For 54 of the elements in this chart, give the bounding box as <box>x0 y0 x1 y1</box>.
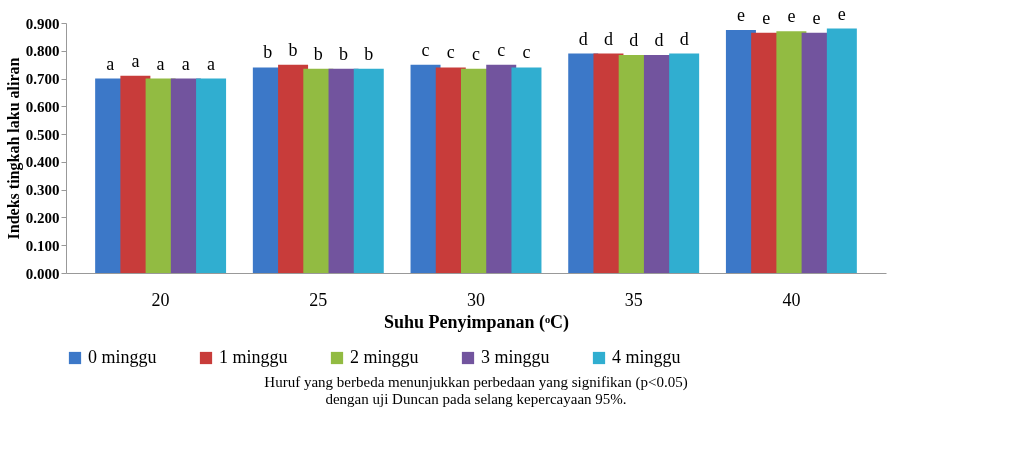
annotation: d <box>654 29 664 50</box>
y-tick-label: 0.300 <box>25 182 60 199</box>
bar <box>669 53 700 273</box>
x-tick-label: 35 <box>624 289 643 310</box>
annotation: e <box>736 4 745 25</box>
bar <box>826 28 857 273</box>
bar <box>353 68 384 273</box>
legend-label: 1 minggu <box>219 347 288 367</box>
annotation: c <box>497 39 506 60</box>
annotation: a <box>106 53 115 74</box>
y-tick-label: 0.100 <box>25 237 60 254</box>
bar <box>511 67 542 273</box>
annotation: e <box>762 7 771 28</box>
y-tick-label: 0.000 <box>25 265 60 282</box>
legend-label: 2 minggu <box>350 347 419 367</box>
annotation: a <box>181 53 190 74</box>
annotation: a <box>131 50 140 71</box>
legend-label: 0 minggu <box>88 347 157 367</box>
annotation: b <box>313 43 323 64</box>
y-tick-label: 0.400 <box>25 154 60 171</box>
y-tick-label: 0.700 <box>25 71 60 88</box>
annotation: c <box>472 43 480 64</box>
annotation: d <box>578 28 588 49</box>
y-tick-label: 0.200 <box>25 209 60 226</box>
x-tick-label: 40 <box>782 289 801 310</box>
bar <box>196 78 227 273</box>
annotation: c <box>446 42 455 63</box>
x-tick-label: 25 <box>309 289 328 310</box>
annotation: a <box>156 53 165 74</box>
annotation: c <box>421 39 430 60</box>
text: Huruf yang berbeda menunjukkan perbedaan yang signifikan (p<0.05) <box>264 374 688 391</box>
annotation: e <box>812 7 821 28</box>
x-tick-label: 20 <box>151 289 170 310</box>
y-tick-label: 0.900 <box>25 15 60 32</box>
x-axis-title: Suhu Penyimpanan (ᵒC) <box>383 311 570 333</box>
annotation: b <box>364 43 374 64</box>
y-tick-label: 0.500 <box>25 126 60 143</box>
annotation: d <box>629 29 639 50</box>
annotation: d <box>603 28 613 49</box>
text: dengan uji Duncan pada selang kepercayaan 95%. <box>325 391 627 407</box>
annotation: e <box>787 6 796 27</box>
annotation: b <box>339 43 349 64</box>
legend-label: 3 minggu <box>481 347 550 367</box>
y-tick-label: 0.800 <box>25 43 60 60</box>
y-axis-title: Indeks tingkah laku aliran <box>4 57 23 240</box>
legend-label: 4 minggu <box>612 347 681 367</box>
annotation: b <box>263 42 273 63</box>
annotation: d <box>679 28 689 49</box>
y-tick-label: 0.600 <box>25 98 60 115</box>
annotation: b <box>288 39 298 60</box>
annotation: e <box>837 3 846 24</box>
annotation: c <box>522 42 531 63</box>
annotation: a <box>207 53 216 74</box>
x-tick-label: 30 <box>467 289 485 310</box>
